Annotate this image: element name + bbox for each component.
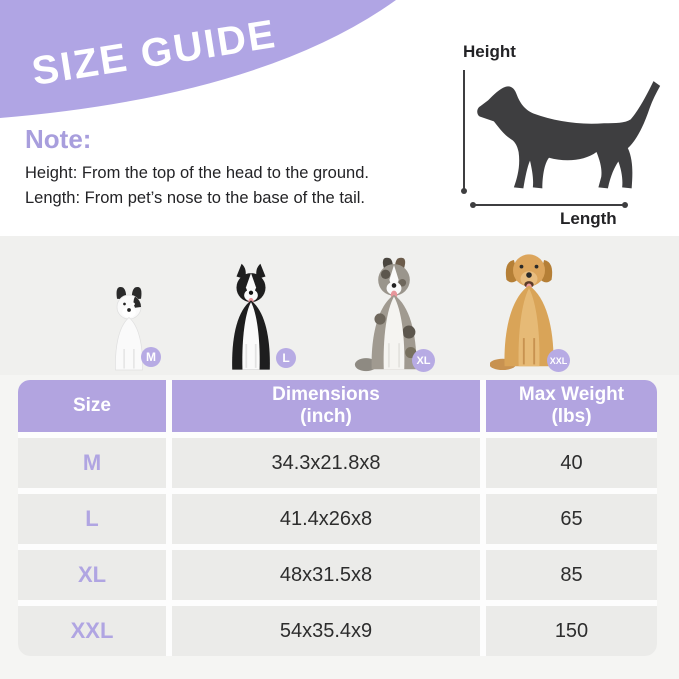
note-line-height: Height: From the top of the head to the … [25, 164, 369, 182]
measure-dot [622, 202, 628, 208]
table-cell-size-m: M [18, 438, 166, 488]
size-badge-label: XL [416, 354, 431, 367]
height-label: Height [463, 42, 516, 61]
length-measure-line [470, 202, 628, 208]
size-badge-label: M [146, 350, 156, 364]
table-cell-dimensions-l: 41.4x26x8 [172, 494, 480, 544]
table-cell-size-xxl: XXL [18, 606, 166, 656]
table-cell-weight-m: 40 [486, 438, 657, 488]
table-cell-size-xl: XL [18, 550, 166, 600]
measure-dot [470, 202, 476, 208]
table-cell-dimensions-m: 34.3x21.8x8 [172, 438, 480, 488]
table-cell-weight-xl: 85 [486, 550, 657, 600]
note-heading: Note: [25, 124, 92, 154]
dog-photo-golden-retriever [490, 254, 554, 371]
table-header-max-weight: Max Weight (lbs) [486, 380, 657, 432]
table-cell-weight-l: 65 [486, 494, 657, 544]
table-cell-size-l: L [18, 494, 166, 544]
size-badge-l: L [276, 348, 296, 368]
dog-photo-australian-shepherd [354, 257, 417, 372]
banner-blob [0, 0, 396, 118]
dog-photo-french-bulldog [115, 286, 143, 371]
dog-photo-border-collie [232, 263, 270, 370]
note-line-length: Length: From pet’s nose to the base of t… [25, 189, 365, 207]
size-badge-xxl: XXL [547, 349, 570, 372]
table-header-size: Size [18, 380, 166, 432]
measure-dot [461, 188, 467, 194]
size-badge-label: L [282, 351, 290, 365]
table-cell-dimensions-xxl: 54x35.4x9 [172, 606, 480, 656]
height-measure-line [461, 70, 467, 194]
table-cell-weight-xxl: 150 [486, 606, 657, 656]
dog-silhouette [477, 81, 661, 189]
size-badge-label: XXL [549, 355, 568, 366]
length-label: Length [560, 209, 617, 228]
table-header-dimensions: Dimensions (inch) [172, 380, 480, 432]
dog-lineup-band [0, 236, 679, 375]
size-badge-xl: XL [412, 349, 435, 372]
table-cell-dimensions-xl: 48x31.5x8 [172, 550, 480, 600]
size-table: Size Dimensions (inch) Max Weight (lbs) … [18, 380, 657, 656]
size-badge-m: M [141, 347, 161, 367]
note-text: Height: From the top of the head to the … [25, 161, 369, 211]
